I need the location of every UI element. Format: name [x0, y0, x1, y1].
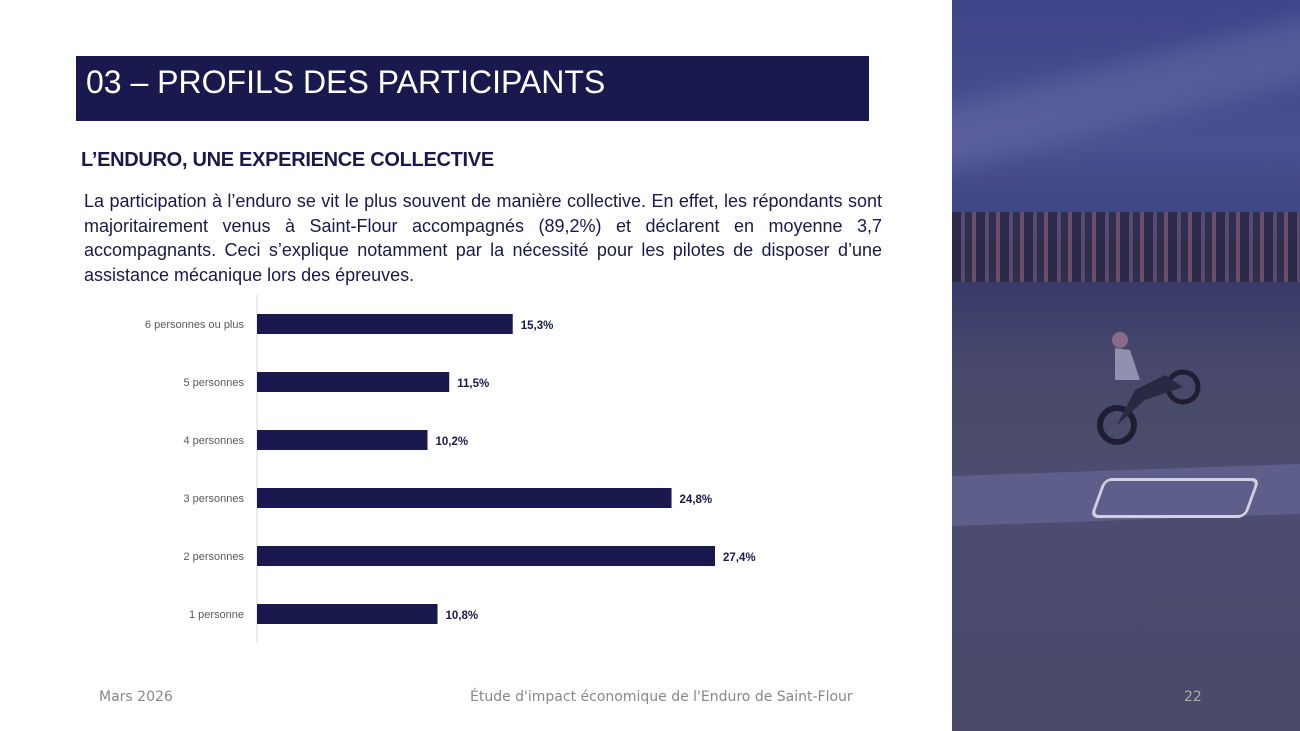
motorbike-image	[1097, 332, 1201, 445]
bar	[257, 430, 428, 450]
page-number: 22	[1184, 689, 1202, 705]
value-label: 15,3%	[521, 320, 554, 332]
bar	[257, 314, 513, 334]
category-label: 6 personnes ou plus	[145, 319, 245, 331]
photo-sky	[952, 5, 1300, 175]
bar	[257, 604, 438, 624]
footer-study-title: Étude d'impact économique de l'Enduro de…	[470, 689, 853, 705]
photo-crowd	[952, 212, 1300, 282]
category-label: 4 personnes	[183, 435, 244, 447]
category-label: 3 personnes	[183, 493, 244, 505]
category-label: 5 personnes	[183, 377, 244, 389]
section-paragraph: La participation à l’enduro se vit le pl…	[84, 191, 882, 285]
value-label: 27,4%	[723, 552, 756, 564]
photo-banner-logo	[1089, 478, 1261, 518]
value-label: 24,8%	[680, 494, 713, 506]
bar	[257, 372, 450, 392]
footer-date: Mars 2026	[99, 689, 173, 705]
category-label: 2 personnes	[183, 551, 244, 563]
section-subtitle: L’ENDURO, UNE EXPERIENCE COLLECTIVE	[81, 149, 494, 171]
bar	[257, 546, 715, 566]
value-label: 10,2%	[435, 436, 468, 448]
bar-chart: 6 personnes ou plus 15,3% 5 personnes 11,5%…	[145, 295, 756, 643]
category-label: 1 personne	[189, 609, 244, 621]
title-bar: 03 – PROFILS DES PARTICIPANTS	[76, 56, 869, 121]
bar	[257, 488, 672, 508]
page-title: 03 – PROFILS DES PARTICIPANTS	[86, 64, 606, 100]
value-label: 10,8%	[446, 610, 479, 622]
value-label: 11,5%	[457, 378, 489, 390]
